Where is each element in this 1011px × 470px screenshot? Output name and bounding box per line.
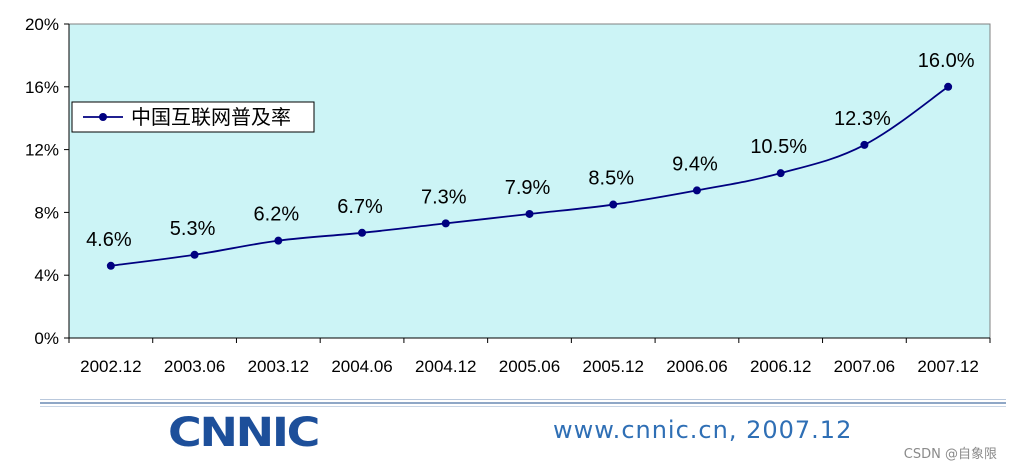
- footer-rule: [40, 399, 1006, 400]
- cnnic-logo: CNNIC: [168, 410, 320, 456]
- plot-area: [68, 23, 991, 339]
- data-label: 9.4%: [672, 153, 718, 175]
- footer-rule: [40, 406, 1006, 407]
- y-tick-label: 8%: [34, 203, 59, 222]
- data-label: 6.7%: [337, 196, 383, 218]
- x-axis: 2002.12 2003.06 2003.12 2004.06 2004.12 2005.…: [68, 337, 991, 376]
- x-tick-label: 2006.12: [750, 357, 811, 376]
- data-label: 5.3%: [170, 218, 216, 240]
- legend: 中国互联网普及率: [71, 101, 315, 133]
- x-tick-label: 2005.06: [499, 357, 560, 376]
- data-point: [525, 209, 534, 218]
- chart: 0%4%8%12%16%20% 2002.12 2003.06 2003.12 200…: [25, 15, 991, 376]
- data-point: [860, 140, 869, 149]
- x-tick-label: 2006.06: [666, 357, 727, 376]
- data-point: [441, 219, 450, 228]
- x-tick-label: 2005.12: [583, 357, 644, 376]
- y-tick-label: 20%: [25, 15, 59, 34]
- data-point: [106, 261, 115, 270]
- legend-marker-icon: [99, 113, 107, 121]
- x-tick-label: 2004.12: [415, 357, 476, 376]
- x-tick-label: 2004.06: [331, 357, 392, 376]
- data-point: [190, 250, 199, 259]
- x-tick-label: 2002.12: [80, 357, 141, 376]
- x-tick-label: 2007.12: [917, 357, 978, 376]
- data-label: 10.5%: [750, 136, 807, 158]
- y-tick-label: 12%: [25, 141, 59, 160]
- y-tick-label: 4%: [34, 266, 59, 285]
- data-label: 7.3%: [421, 186, 467, 208]
- data-point: [776, 169, 785, 178]
- data-label: 7.9%: [505, 177, 551, 199]
- y-tick-label: 16%: [25, 78, 59, 97]
- data-label: 6.2%: [254, 204, 300, 226]
- legend-label: 中国互联网普及率: [131, 105, 291, 129]
- data-label: 12.3%: [834, 108, 891, 130]
- data-labels: 4.6% 5.3% 6.2% 6.7% 7.3% 7.9% 8.5% 9.4% 10.5% 12.…: [86, 50, 975, 251]
- data-label: 4.6%: [86, 229, 132, 251]
- x-tick-label: 2003.12: [248, 357, 309, 376]
- watermark: CSDN @自象限: [903, 447, 997, 462]
- x-tick-label: 2003.06: [164, 357, 225, 376]
- x-tick-label: 2007.06: [834, 357, 895, 376]
- data-label: 16.0%: [918, 50, 975, 72]
- data-points: [106, 82, 953, 270]
- data-point: [274, 236, 283, 245]
- data-point: [692, 186, 701, 195]
- footer-rule: [40, 402, 1006, 404]
- y-axis: 0% 4% 8% 12% 16% 20%: [25, 15, 70, 348]
- footer-url: www.cnnic.cn, 2007.12: [553, 416, 853, 444]
- data-point: [358, 228, 367, 237]
- y-tick-label: 0%: [34, 329, 59, 348]
- data-point: [609, 200, 618, 209]
- data-label: 8.5%: [588, 168, 634, 190]
- data-point: [944, 82, 953, 91]
